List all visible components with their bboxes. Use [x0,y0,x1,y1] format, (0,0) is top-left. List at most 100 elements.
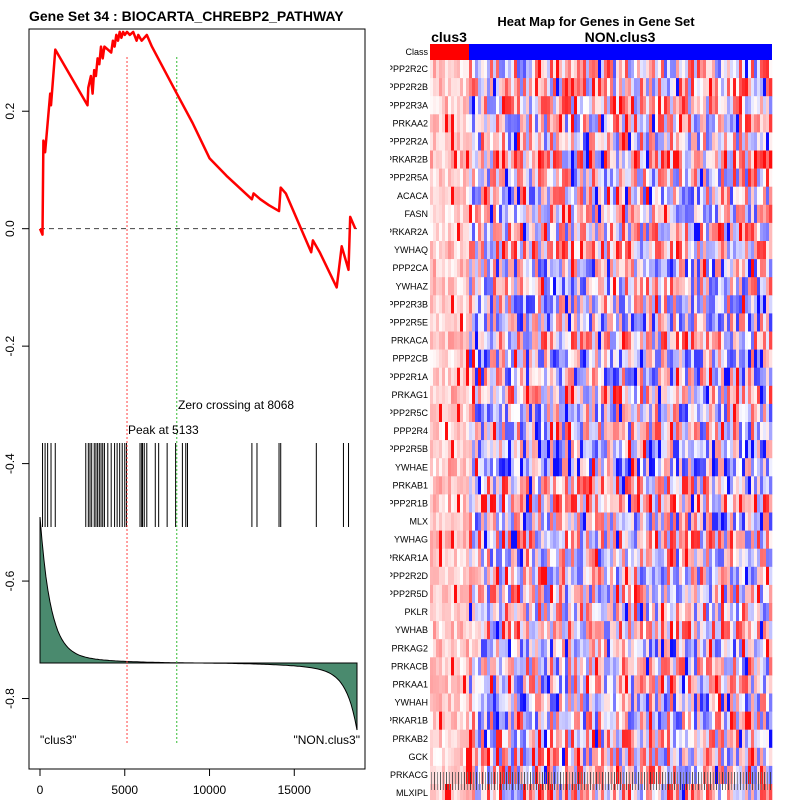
heatmap-cell [664,186,668,206]
heatmap-cell [535,747,539,767]
heatmap-cell [451,114,455,133]
heatmap-cell [496,150,500,169]
heatmap-cell [739,476,743,495]
heatmap-cell [481,747,485,767]
heatmap-cell [694,78,698,97]
heatmap-cell [553,476,557,495]
heatmap-cell [685,603,689,622]
heatmap-cell [481,259,485,278]
heatmap-cell [574,150,578,169]
heatmap-cell [547,78,551,97]
heatmap-cell [646,295,650,314]
heatmap-cell [592,385,596,405]
heatmap-cell [634,548,638,568]
heatmap-cell [481,639,485,658]
heatmap-cell [724,241,728,260]
heatmap-cell [754,150,758,169]
heatmap-cell [460,693,464,712]
heatmap-cell [487,476,491,495]
heatmap-cell [568,331,572,350]
heatmap-cell [721,331,725,350]
x-tick-label: 0 [37,783,44,797]
heatmap-cell [517,729,521,749]
heatmap-cell [754,277,758,296]
heatmap-cell [733,657,737,676]
heatmap-cell [493,621,497,640]
heatmap-cell [700,313,704,332]
heatmap-cell [586,403,590,423]
heatmap-cell [559,168,563,187]
heatmap-cell [451,331,455,350]
heatmap-cell [739,313,743,332]
heatmap-cell [526,168,530,187]
heatmap-cell [703,403,707,423]
heatmap-cell [517,114,521,133]
heatmap-cell [616,603,620,622]
heatmap-cell [613,259,617,278]
heatmap-cell [676,277,680,296]
heatmap-cell [568,566,572,586]
heatmap-cell [448,530,452,549]
heatmap-cell [508,331,512,350]
heatmap-cell [742,132,746,151]
heatmap-cell [430,259,434,278]
heatmap-cell [550,367,554,387]
heatmap-cell [742,204,746,224]
heatmap-cell [685,331,689,350]
heatmap-cell [493,331,497,350]
heatmap-cell [553,403,557,423]
heatmap-cell [478,657,482,676]
heatmap-cell [490,603,494,622]
heatmap-cell [457,729,461,749]
heatmap-cell [724,78,728,97]
heatmap-cell [505,222,509,242]
gene-label: PRKAR1B [390,716,428,726]
heatmap-cell [496,277,500,296]
heatmap-cell [625,512,629,531]
y-tick-label: -0.2 [3,335,17,356]
heatmap-cell [544,204,548,224]
heatmap-cell [628,476,632,495]
heatmap-cell [430,222,434,242]
heatmap-cell [682,277,686,296]
heatmap-cell [679,204,683,224]
heatmap-cell [430,784,434,800]
heatmap-cell [739,711,743,730]
heatmap-cell [556,693,560,712]
heatmap-cell [709,711,713,730]
heatmap-cell [652,711,656,730]
heatmap-cell [589,621,593,640]
heatmap-cell [565,168,569,187]
heatmap-cell [661,259,665,278]
heatmap-cell [658,747,662,767]
heatmap-cell [763,367,767,387]
heatmap-cell [571,657,575,676]
heatmap-cell [664,295,668,314]
heatmap-cell [685,204,689,224]
heatmap-cell [481,403,485,423]
heatmap-cell [682,349,686,368]
heatmap-cell [727,675,731,694]
heatmap-cell [538,403,542,423]
heatmap-cell [769,168,773,187]
heatmap-cell [535,784,539,800]
heatmap-cell [670,186,674,206]
heatmap-cell [532,639,536,658]
heatmap-cell [700,458,704,477]
heatmap-cell [460,494,464,513]
heatmap-cell [760,78,764,97]
heatmap-cell [544,711,548,730]
heatmap-cell [631,747,635,767]
heatmap-cell [589,530,593,549]
heatmap-cell [430,114,434,133]
heatmap-cell [688,512,692,531]
heatmap-cell [727,566,731,586]
heatmap-cell [433,78,437,97]
heatmap-cell [715,277,719,296]
heatmap-cell [508,150,512,169]
heatmap-cell [448,385,452,405]
heatmap-cell [499,675,503,694]
heatmap-cell [469,403,473,423]
heatmap-cell [736,114,740,133]
heatmap-cell [451,530,455,549]
